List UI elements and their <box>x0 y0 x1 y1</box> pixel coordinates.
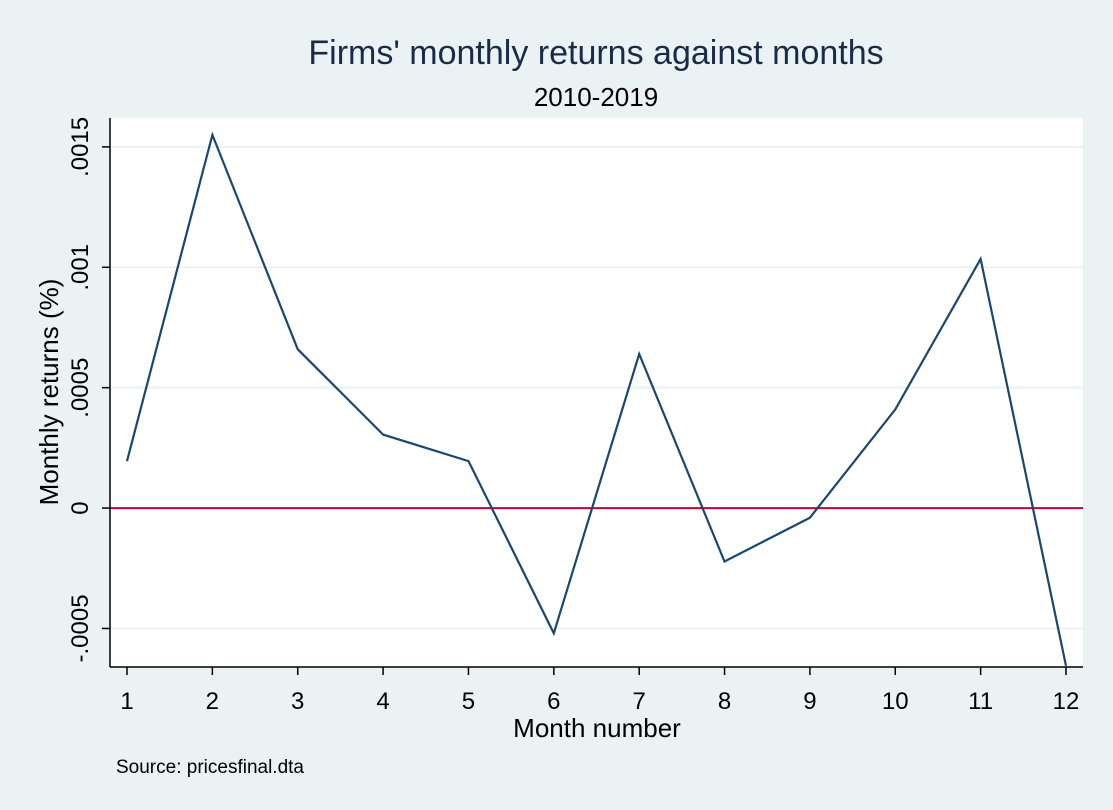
chart-subtitle: 2010-2019 <box>534 82 658 112</box>
series-layer <box>125 131 1068 667</box>
x-tick-label: 12 <box>1053 688 1080 715</box>
y-tick-label: .001 <box>67 244 94 291</box>
x-axis-ticks: 1 2 3 4 5 6 7 8 9 10 11 12 <box>120 667 1079 715</box>
x-tick-label: 5 <box>462 688 475 715</box>
y-axis-ticks: -.0005 0 .0005 .001 .0015 <box>67 117 110 663</box>
x-tick-label: 2 <box>206 688 219 715</box>
x-tick-label: 9 <box>803 688 816 715</box>
x-tick-label: 7 <box>633 688 646 715</box>
x-tick-label: 1 <box>120 688 133 715</box>
x-tick-label: 10 <box>882 688 909 715</box>
axes <box>109 118 1083 668</box>
series-line <box>125 131 1068 667</box>
y-tick-label: .0015 <box>67 117 94 177</box>
y-axis-title: Monthly returns (%) <box>34 279 64 506</box>
x-axis-title: Month number <box>513 713 681 743</box>
plot-area <box>110 118 1083 667</box>
x-tick-label: 4 <box>376 688 389 715</box>
y-tick-label: .0005 <box>67 358 94 418</box>
chart-title: Firms' monthly returns against months <box>308 34 883 72</box>
x-tick-label: 3 <box>291 688 304 715</box>
y-tick-label: -.0005 <box>67 594 94 662</box>
y-tick-label: 0 <box>67 501 94 514</box>
x-tick-label: 6 <box>547 688 560 715</box>
source-note: Source: pricesfinal.dta <box>116 757 304 778</box>
x-tick-label: 8 <box>718 688 731 715</box>
x-tick-label: 11 <box>968 688 993 715</box>
